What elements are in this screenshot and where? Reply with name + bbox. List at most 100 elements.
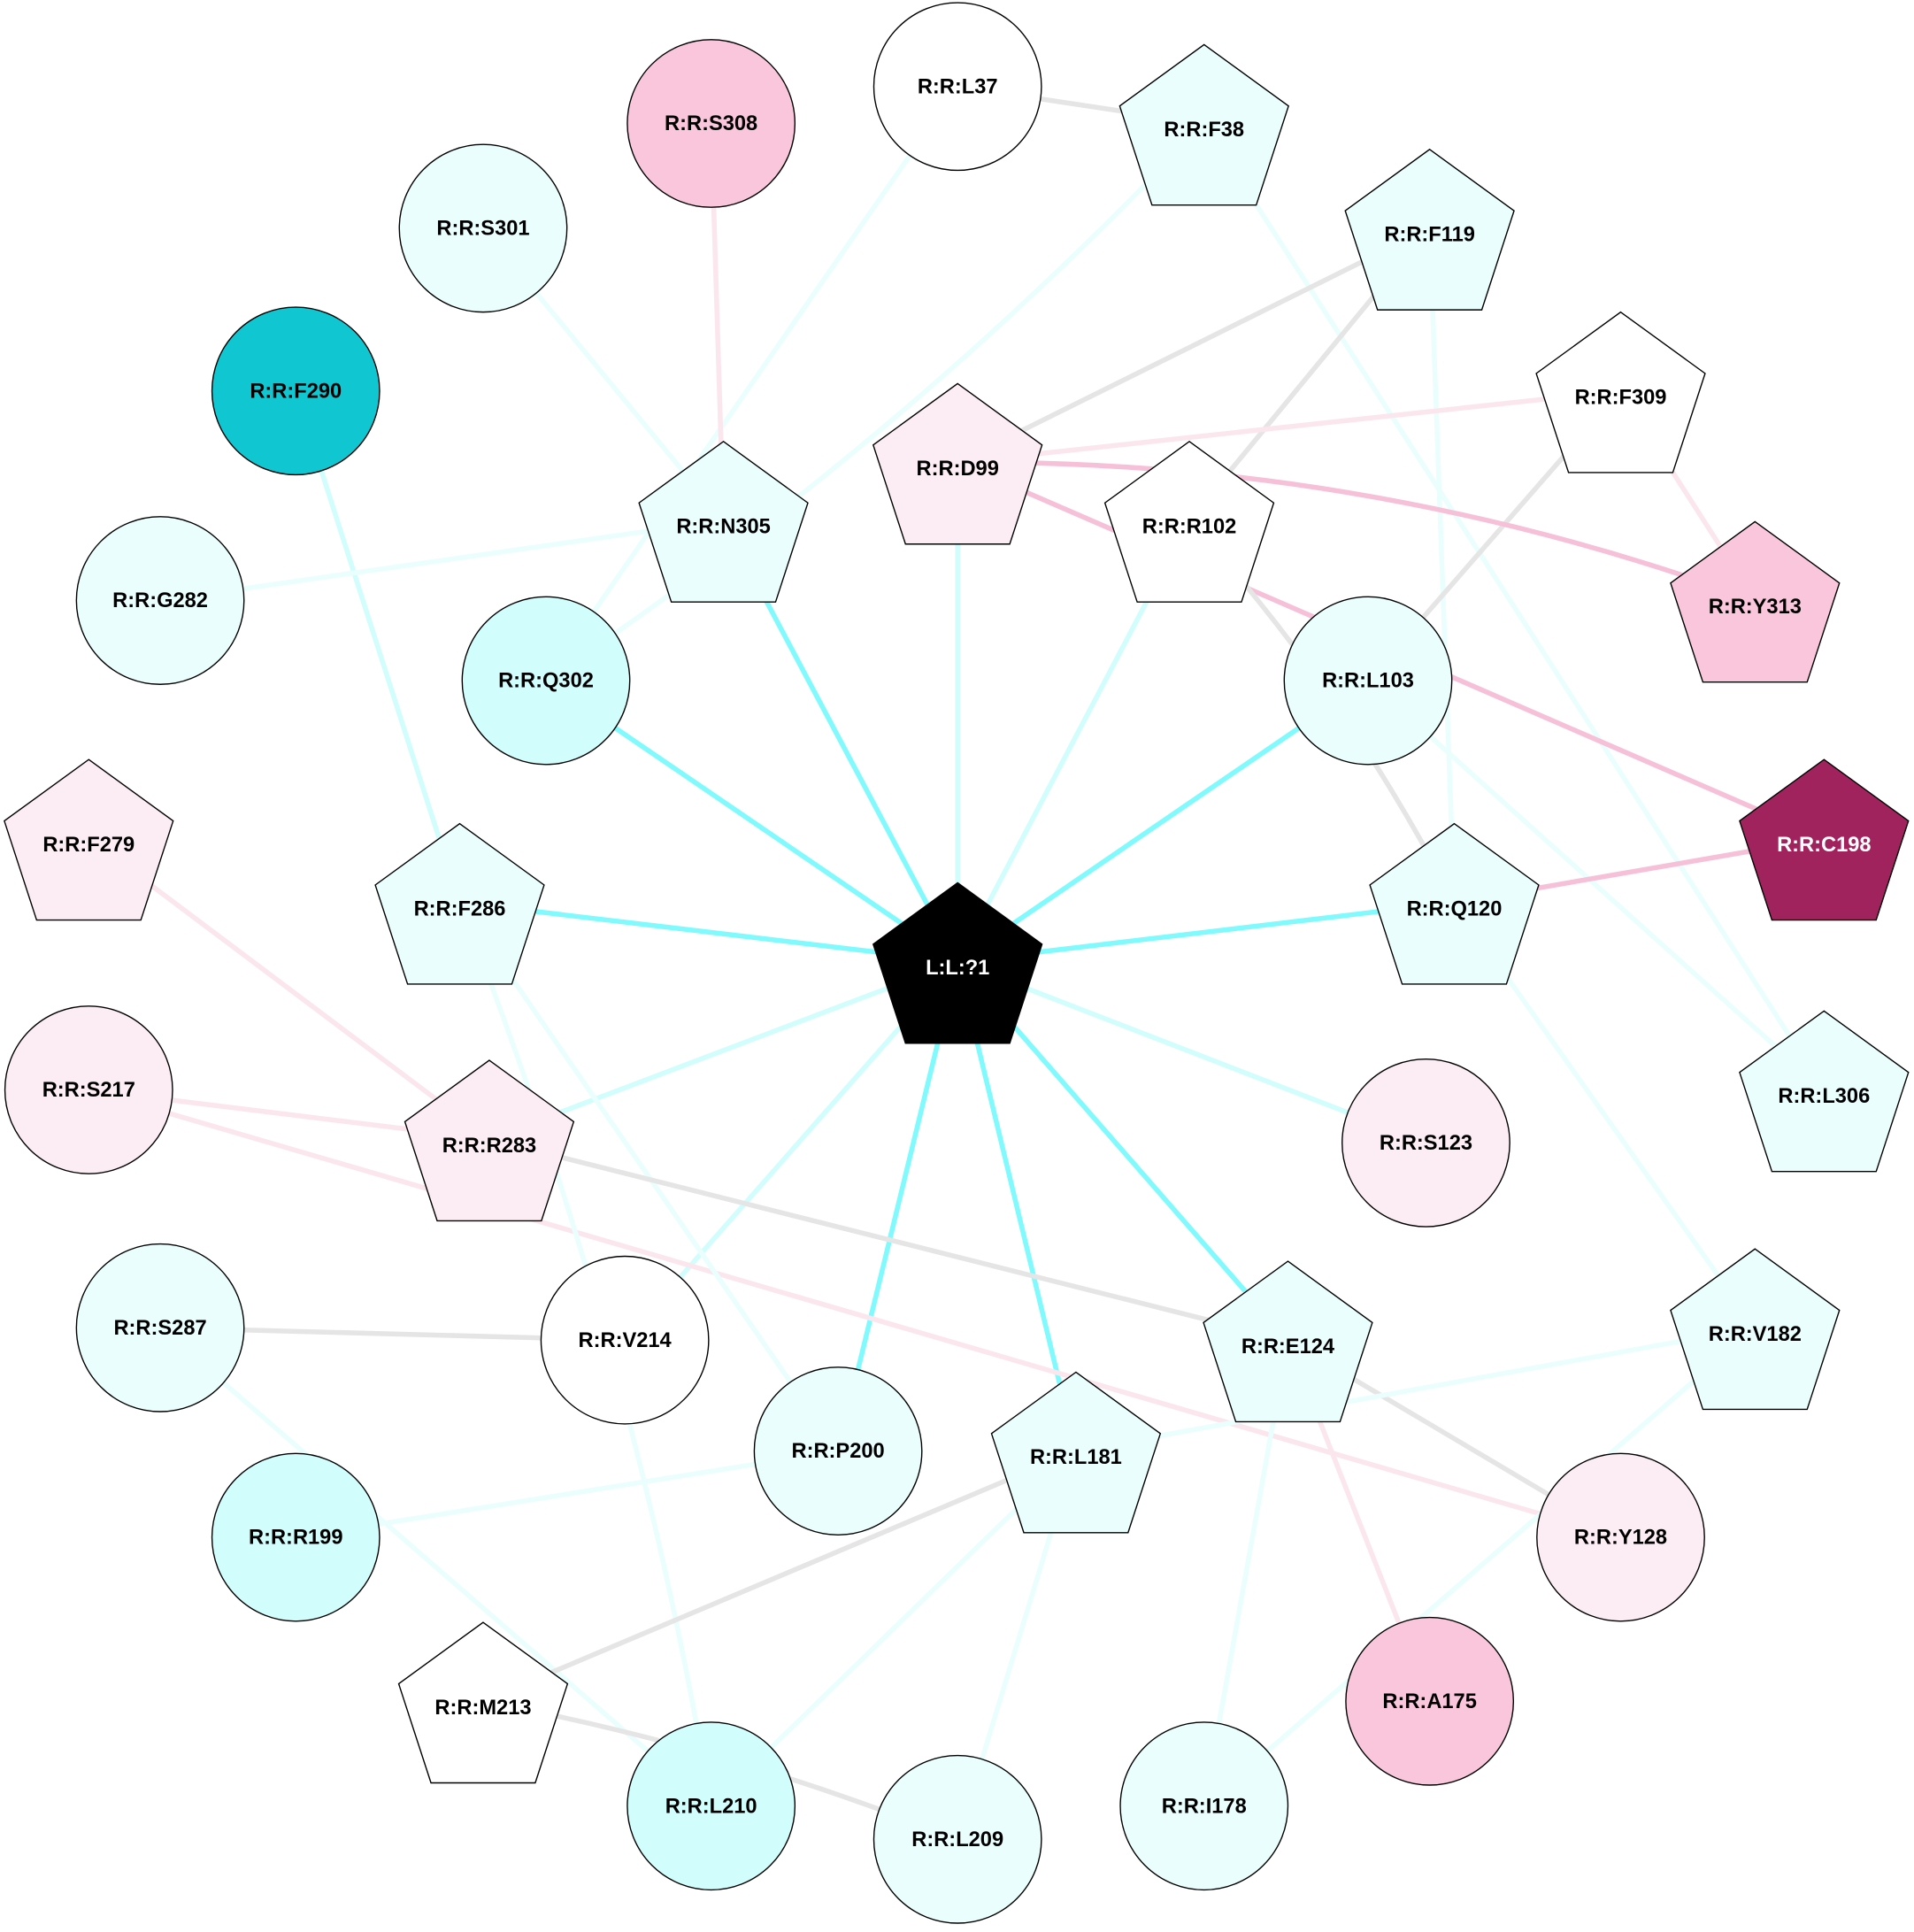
- pentagon-shape: [990, 1371, 1162, 1534]
- node-label: R:R:M213: [434, 1697, 531, 1720]
- node-LIG[interactable]: L:L:?1: [872, 881, 1043, 1044]
- node-Q120[interactable]: R:R:Q120: [1369, 822, 1540, 985]
- node-label: R:R:F290: [250, 380, 342, 403]
- circle-shape: [4, 1005, 173, 1174]
- node-label: R:R:L181: [1030, 1446, 1122, 1469]
- edge-R283-E124: [488, 1136, 1289, 1343]
- circle-shape: [211, 1452, 380, 1622]
- pentagon-shape: [1535, 311, 1706, 473]
- node-P200[interactable]: R:R:P200: [753, 1366, 923, 1536]
- node-L181[interactable]: R:R:L181: [990, 1371, 1162, 1534]
- node-S123[interactable]: R:R:S123: [1341, 1058, 1510, 1228]
- node-F290[interactable]: R:R:F290: [211, 306, 380, 476]
- node-F309[interactable]: R:R:F309: [1535, 311, 1706, 473]
- node-label: L:L:?1: [926, 957, 989, 980]
- node-label: R:R:S287: [113, 1317, 206, 1340]
- node-F38[interactable]: R:R:F38: [1118, 43, 1289, 206]
- edge-F286-P200: [457, 901, 841, 1453]
- node-G282[interactable]: R:R:G282: [75, 516, 245, 685]
- pentagon-shape: [1103, 441, 1275, 603]
- node-label: R:R:S217: [42, 1079, 135, 1102]
- node-S301[interactable]: R:R:S301: [398, 143, 568, 313]
- node-label: R:R:Y128: [1574, 1527, 1667, 1550]
- node-label: R:R:S123: [1380, 1132, 1472, 1155]
- node-S287[interactable]: R:R:S287: [75, 1243, 245, 1412]
- node-label: R:R:F286: [414, 897, 506, 920]
- node-label: R:R:C198: [1777, 834, 1871, 857]
- circle-shape: [1341, 1058, 1510, 1228]
- edge-L103-L306: [1366, 678, 1826, 1092]
- node-label: R:R:S301: [436, 218, 529, 241]
- node-V182[interactable]: R:R:V182: [1670, 1248, 1841, 1411]
- node-label: R:R:R199: [249, 1527, 342, 1550]
- pentagon-shape: [1203, 1260, 1373, 1423]
- node-L103[interactable]: R:R:L103: [1283, 596, 1453, 766]
- pentagon-shape: [1344, 148, 1515, 311]
- circle-shape: [872, 1754, 1042, 1924]
- node-label: R:R:N305: [676, 516, 770, 539]
- node-S217[interactable]: R:R:S217: [4, 1005, 173, 1174]
- node-label: R:R:Q302: [498, 670, 594, 693]
- circle-shape: [753, 1366, 923, 1536]
- node-S308[interactable]: R:R:S308: [626, 39, 796, 208]
- node-A175[interactable]: R:R:A175: [1345, 1616, 1515, 1786]
- edge-F309-D99: [957, 388, 1621, 466]
- circle-shape: [75, 516, 245, 685]
- edge-F119-D99: [956, 226, 1431, 466]
- node-C198[interactable]: R:R:C198: [1739, 758, 1910, 921]
- circle-shape: [1345, 1616, 1515, 1786]
- node-label: R:R:F279: [42, 834, 135, 857]
- node-V214[interactable]: R:R:V214: [540, 1255, 710, 1425]
- circle-shape: [626, 1721, 796, 1891]
- node-label: R:R:L306: [1778, 1085, 1870, 1108]
- node-R102[interactable]: R:R:R102: [1103, 441, 1275, 603]
- node-F119[interactable]: R:R:F119: [1344, 148, 1515, 311]
- edge-L181-M213: [481, 1448, 1077, 1704]
- node-R283[interactable]: R:R:R283: [404, 1059, 575, 1222]
- node-Y128[interactable]: R:R:Y128: [1536, 1452, 1705, 1622]
- edge-L37-Q302: [543, 85, 960, 682]
- node-label: R:R:E124: [1241, 1335, 1335, 1359]
- node-label: R:R:D99: [917, 458, 999, 481]
- node-M213[interactable]: R:R:M213: [397, 1621, 569, 1784]
- node-L37[interactable]: R:R:L37: [872, 2, 1042, 172]
- node-L306[interactable]: R:R:L306: [1739, 1010, 1910, 1173]
- pentagon-shape: [1670, 520, 1841, 683]
- node-I178[interactable]: R:R:I178: [1119, 1721, 1289, 1891]
- node-Y313[interactable]: R:R:Y313: [1670, 520, 1841, 683]
- circle-shape: [626, 39, 796, 208]
- node-R199[interactable]: R:R:R199: [211, 1452, 380, 1622]
- pentagon-shape: [1670, 1248, 1841, 1411]
- pentagon-shape: [4, 758, 174, 921]
- node-label: R:R:Y313: [1709, 596, 1802, 619]
- circle-shape: [75, 1243, 245, 1412]
- node-label: R:R:V182: [1709, 1323, 1802, 1346]
- pentagon-shape: [1118, 43, 1289, 206]
- node-L209[interactable]: R:R:L209: [872, 1754, 1042, 1924]
- circle-shape: [398, 143, 568, 313]
- pentagon-shape: [638, 441, 809, 603]
- node-D99[interactable]: R:R:D99: [872, 382, 1043, 545]
- node-N305[interactable]: R:R:N305: [638, 441, 809, 603]
- circle-shape: [1119, 1721, 1289, 1891]
- edge-F119-Q120: [1426, 227, 1457, 903]
- edge-G282-N305: [159, 518, 724, 604]
- node-F286[interactable]: R:R:F286: [374, 822, 545, 985]
- pentagon-shape: [872, 881, 1043, 1044]
- circle-shape: [211, 306, 380, 476]
- edge-S217-Y128: [88, 1087, 1622, 1540]
- node-label: R:R:V214: [579, 1329, 673, 1352]
- node-label: R:R:G282: [112, 589, 208, 612]
- node-label: R:R:L209: [911, 1828, 1003, 1851]
- node-label: R:R:L103: [1322, 670, 1414, 693]
- node-Q302[interactable]: R:R:Q302: [461, 596, 631, 766]
- node-E124[interactable]: R:R:E124: [1203, 1260, 1373, 1423]
- node-L210[interactable]: R:R:L210: [626, 1721, 796, 1891]
- node-label: R:R:I178: [1162, 1795, 1247, 1818]
- pentagon-shape: [404, 1059, 575, 1222]
- circle-shape: [1536, 1452, 1705, 1622]
- node-F279[interactable]: R:R:F279: [4, 758, 174, 921]
- edge-F38-L306: [1202, 122, 1826, 1091]
- pentagon-shape: [1739, 1010, 1910, 1173]
